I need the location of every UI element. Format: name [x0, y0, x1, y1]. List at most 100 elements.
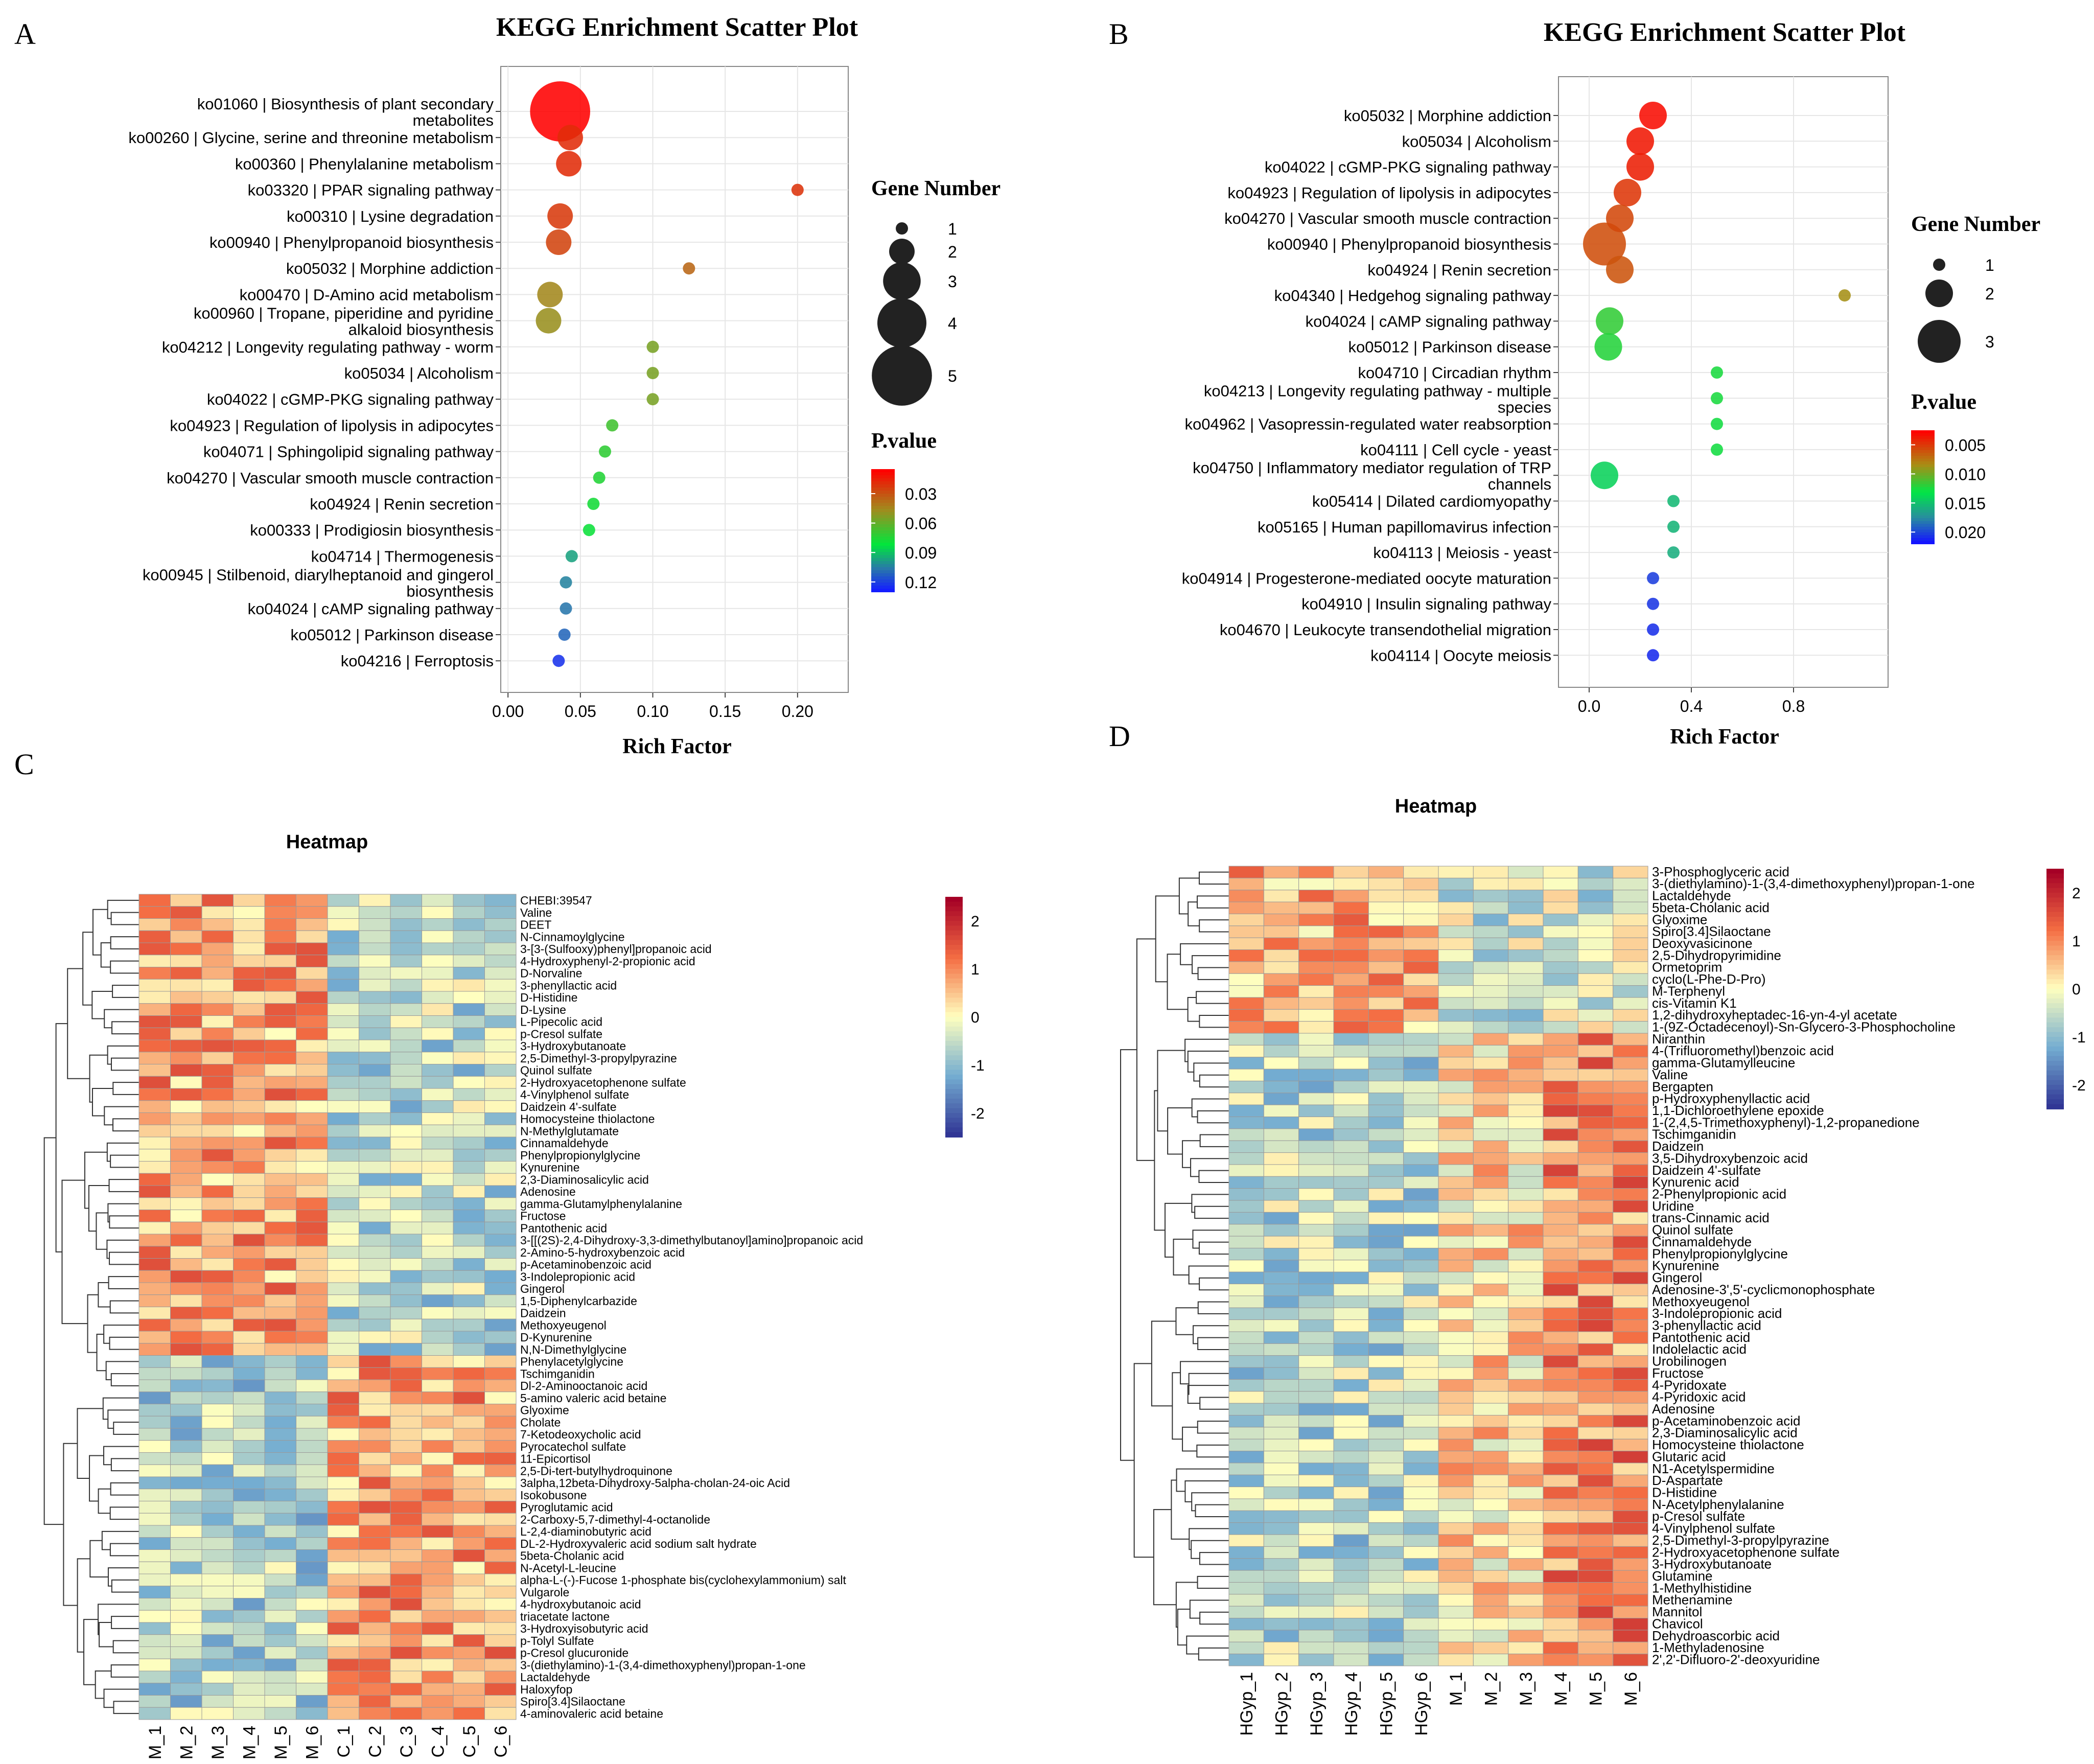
heatmap-cell: [1298, 1463, 1334, 1475]
color-legend-swatch: [1911, 490, 1935, 494]
color-scale-swatch: [945, 949, 963, 955]
heatmap-cell: [1577, 1522, 1614, 1535]
color-scale-swatch: [945, 1026, 963, 1032]
row-label: Cinnamaldehyde: [1652, 1234, 1752, 1249]
heatmap-cell: [390, 1270, 422, 1283]
heatmap-cell: [327, 1489, 359, 1501]
heatmap-cell: [484, 1573, 517, 1587]
row-label: Kynurenic acid: [1652, 1174, 1739, 1190]
heatmap-cell: [484, 1658, 517, 1672]
heatmap-cell: [327, 1367, 359, 1380]
heatmap-cell: [170, 1270, 202, 1283]
heatmap-cell: [327, 1282, 359, 1295]
size-legend-label: 2: [1985, 285, 1994, 303]
heatmap-cell: [296, 1015, 328, 1028]
heatmap-cell: [1368, 1284, 1404, 1296]
heatmap-cell: [201, 1561, 234, 1574]
heatmap-cell: [1403, 1546, 1439, 1559]
heatmap-cell: [1228, 1104, 1264, 1118]
heatmap-cell: [1473, 1594, 1509, 1607]
column-label: M_2: [177, 1726, 196, 1759]
dendrogram-branch: [1180, 1361, 1229, 1385]
heatmap-cell: [1228, 1247, 1264, 1261]
heatmap-cell: [138, 1391, 171, 1404]
heatmap-cell: [327, 1318, 359, 1332]
heatmap-cell: [1577, 1487, 1614, 1499]
pathway-label: ko05034 | Alcoholism: [1402, 132, 1551, 150]
heatmap-cell: [264, 1318, 296, 1332]
dendrogram-branch: [112, 1118, 139, 1132]
heatmap-cell: [1298, 1140, 1334, 1153]
heatmap-cell: [453, 1428, 485, 1441]
heatmap-cell: [1403, 1307, 1439, 1320]
heatmap-cell: [422, 894, 454, 907]
heatmap-cell: [233, 1513, 265, 1526]
pathway-label: ko04114 | Oocyte meiosis: [1370, 646, 1551, 664]
dendrogram-branch: [113, 1701, 139, 1714]
heatmap-cell: [1577, 1080, 1614, 1094]
heatmap-cell: [1613, 1117, 1648, 1129]
heatmap-cell: [1508, 937, 1544, 950]
heatmap-cell: [233, 1489, 265, 1501]
heatmap-cell: [1508, 1558, 1544, 1571]
heatmap-cell: [201, 930, 234, 943]
heatmap-cell: [484, 1307, 517, 1319]
heatmap-cell: [1263, 890, 1299, 902]
size-legend-title: Gene Number: [1911, 213, 2040, 236]
heatmap-cell: [1577, 1307, 1614, 1320]
heatmap-cell: [1577, 1606, 1614, 1619]
heatmap-cell: [296, 1501, 328, 1514]
heatmap-cell: [1228, 877, 1264, 891]
column-label: C_2: [365, 1726, 385, 1757]
heatmap-cell: [453, 1149, 485, 1162]
color-scale-swatch: [2046, 1017, 2064, 1023]
heatmap-cell: [422, 1003, 454, 1016]
dendrogram-branch: [112, 985, 139, 998]
color-scale-swatch: [2046, 878, 2064, 884]
heatmap-cell: [1438, 1057, 1474, 1070]
dendrogram-branch: [1175, 1582, 1198, 1628]
heatmap-cell: [327, 979, 359, 992]
color-scale-swatch: [2046, 897, 2064, 903]
size-legend-label: 3: [1985, 333, 1994, 351]
heatmap-cell: [233, 955, 265, 967]
heatmap-cell: [1368, 1438, 1404, 1452]
heatmap-cell: [1298, 1104, 1334, 1118]
heatmap-cell: [1613, 1355, 1648, 1368]
data-point: [556, 151, 582, 177]
row-label: cyclo(L-Phe-D-Pro): [1652, 971, 1766, 987]
heatmap-cell: [327, 1100, 359, 1113]
heatmap-cell: [390, 1525, 422, 1538]
heatmap-cell: [138, 1476, 171, 1490]
column-label: M_4: [240, 1726, 259, 1759]
heatmap-cell: [1508, 1463, 1544, 1475]
heatmap-cell: [233, 1610, 265, 1623]
heatmap-cell: [1473, 1367, 1509, 1380]
heatmap-cell: [1403, 1498, 1439, 1511]
color-scale-label: 2: [2072, 885, 2081, 902]
heatmap-cell: [1263, 1033, 1299, 1046]
heatmap-cell: [1613, 1487, 1648, 1499]
heatmap-cell: [1577, 1414, 1614, 1428]
heatmap-cell: [1263, 1582, 1299, 1595]
heatmap-cell: [1473, 1438, 1509, 1452]
heatmap-cell: [1613, 1009, 1648, 1022]
heatmap-cell: [484, 1549, 517, 1562]
dendrogram-branch: [98, 1604, 139, 1635]
row-dendrogram: [43, 899, 139, 1714]
heatmap-cell: [1543, 1414, 1578, 1428]
color-scale-swatch: [945, 1074, 963, 1080]
heatmap-cell: [1333, 1224, 1369, 1237]
heatmap-cell: [1403, 890, 1439, 902]
heatmap-cell: [1613, 890, 1648, 902]
heatmap-cell: [1473, 1641, 1509, 1655]
heatmap-cell: [1368, 1260, 1404, 1272]
row-label: 1-Methylhistidine: [1652, 1580, 1752, 1595]
dendrogram-branch: [1193, 1062, 1229, 1082]
heatmap-cell: [264, 1586, 296, 1598]
heatmap-cell: [201, 1258, 234, 1271]
color-scale-swatch: [945, 954, 963, 960]
heatmap-cell: [1613, 1104, 1648, 1118]
heatmap-cell: [1403, 973, 1439, 986]
heatmap-cell: [138, 1561, 171, 1574]
